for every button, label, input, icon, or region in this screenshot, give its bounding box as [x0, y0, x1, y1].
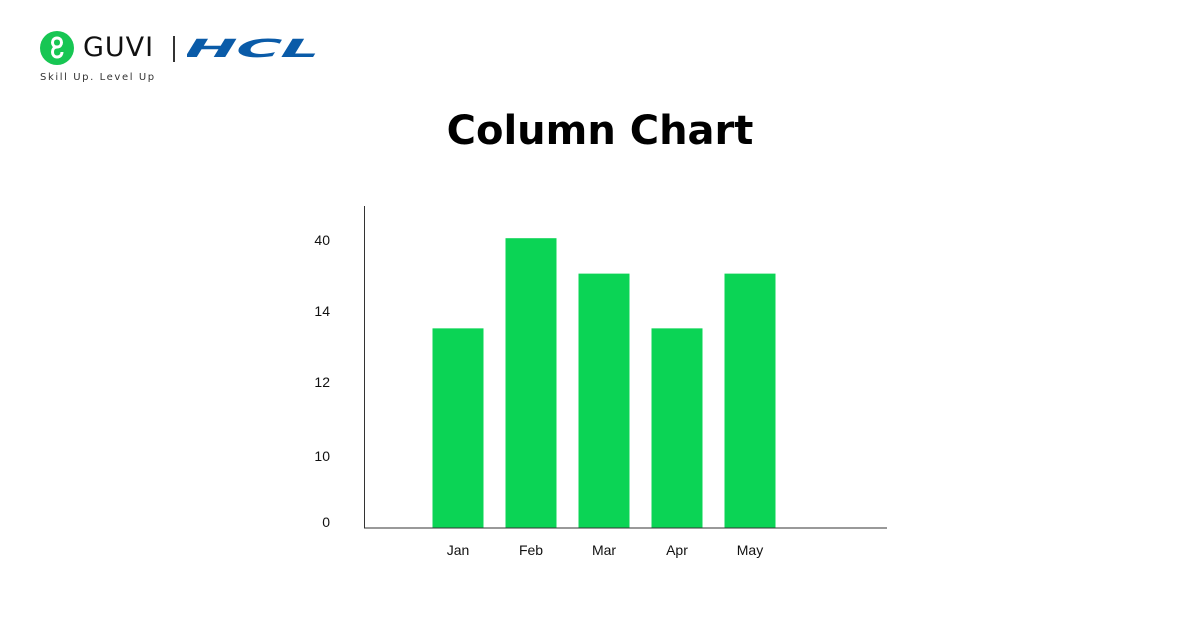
chart-title: Column Chart	[446, 108, 754, 154]
guvi-logo-icon	[40, 31, 74, 65]
tagline: Skill Up. Level Up	[40, 72, 156, 83]
hcl-logo: HCL	[187, 36, 322, 62]
x-tick-label-mar: Mar	[592, 542, 616, 558]
y-tick-label-0: 0	[322, 514, 330, 530]
x-tick-labels: Jan Feb Mar Apr May	[447, 542, 764, 558]
brand-header: GUVI HCL Skill Up. Level Up	[38, 30, 338, 90]
y-tick-label-10: 10	[314, 448, 330, 464]
x-tick-label-jan: Jan	[447, 542, 470, 558]
y-tick-label-14: 14	[314, 303, 330, 319]
x-tick-label-apr: Apr	[666, 542, 688, 558]
bar-may	[724, 273, 776, 528]
bar-jan	[432, 328, 484, 528]
guvi-wordmark: GUVI	[83, 32, 155, 63]
bar-apr	[651, 328, 703, 528]
bar-mar	[578, 273, 630, 528]
y-tick-label-12: 12	[314, 374, 330, 390]
bars-group	[432, 238, 776, 528]
brand-divider	[173, 36, 175, 62]
y-tick-labels: 0 10 12 14 40	[314, 232, 330, 530]
bar-feb	[505, 238, 557, 528]
hcl-wordmark: HCL	[187, 36, 322, 62]
x-tick-label-feb: Feb	[519, 542, 543, 558]
y-tick-label-40: 40	[314, 232, 330, 248]
x-tick-label-may: May	[737, 542, 763, 558]
